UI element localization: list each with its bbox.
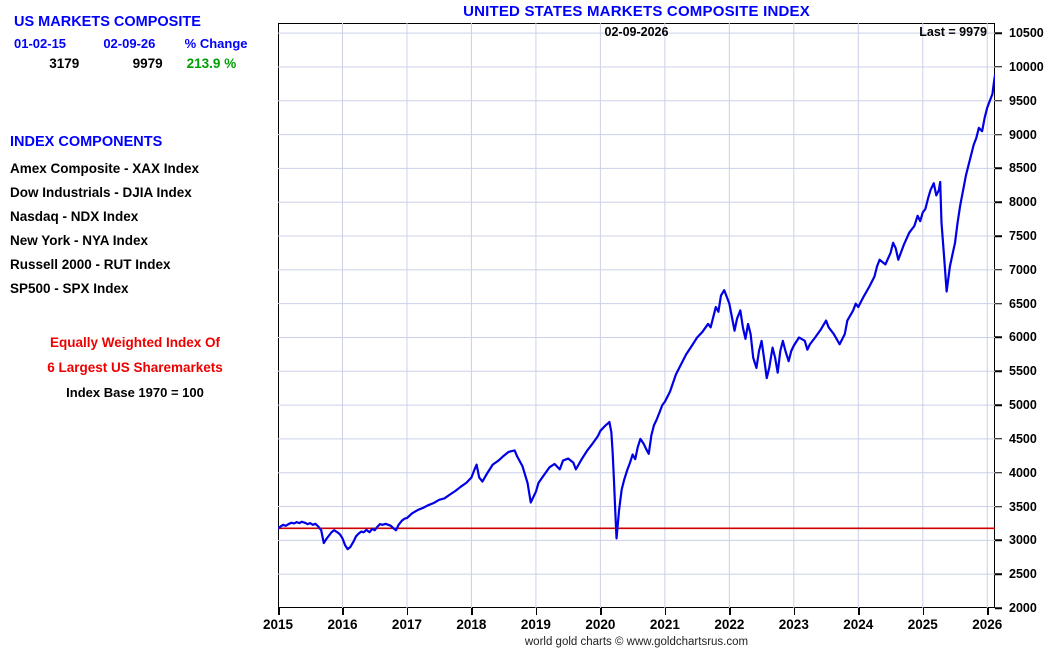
y-tick-label: 4500 (1009, 431, 1037, 446)
y-tick-mark (995, 269, 1002, 271)
y-tick-label: 3000 (1009, 533, 1037, 548)
summary-end-value: 9979 (132, 56, 163, 71)
note-line-1: Equally Weighted Index Of (49, 335, 221, 350)
x-tick-label: 2023 (778, 617, 809, 632)
x-tick-label: 2016 (327, 617, 358, 632)
x-tick-mark (922, 608, 925, 615)
y-tick-label: 10000 (1009, 59, 1044, 74)
y-tick-mark (995, 302, 1002, 305)
y-tick-mark (995, 167, 1002, 170)
summary-table: 01-02-15 02-09-26 % Change 3179 9979 213… (14, 36, 252, 71)
y-tick-mark (995, 201, 1002, 203)
x-tick-label: 2015 (262, 617, 294, 632)
chart-title: UNITED STATES MARKETS COMPOSITE INDEX (463, 3, 810, 20)
y-tick-label: 7000 (1009, 262, 1037, 277)
summary-title: US MARKETS COMPOSITE (14, 14, 201, 30)
note-line-3: Index Base 1970 = 100 (66, 385, 204, 400)
y-tick-mark (995, 66, 1002, 68)
x-tick-label: 2020 (585, 617, 616, 632)
summary-header-row: 01-02-15 02-09-26 % Change (14, 36, 252, 51)
x-tick-label: 2026 (972, 617, 1003, 632)
y-tick-mark (995, 404, 1002, 406)
index-note-block: Equally Weighted Index Of 6 Largest US S… (0, 330, 270, 405)
summary-col3-header: % Change (184, 36, 248, 51)
x-tick-mark (471, 608, 473, 615)
x-tick-mark (600, 608, 602, 615)
summary-col1-header: 01-02-15 (14, 36, 67, 51)
y-tick-mark (995, 235, 1002, 237)
y-tick-label: 4000 (1009, 465, 1037, 480)
index-components-title: INDEX COMPONENTS (10, 134, 163, 150)
x-tick-label: 2019 (520, 617, 551, 632)
y-tick-mark (995, 573, 1002, 575)
summary-value-row: 3179 9979 213.9 % (14, 51, 252, 71)
y-tick-mark (995, 539, 1002, 542)
x-tick-mark (535, 608, 538, 615)
y-tick-label: 2500 (1009, 567, 1037, 582)
y-tick-label: 9500 (1009, 93, 1037, 108)
plot-frame (278, 23, 995, 608)
y-tick-label: 8500 (1009, 161, 1037, 176)
x-tick-label: 2022 (714, 617, 745, 632)
list-item: SP500 - SPX Index (10, 281, 129, 296)
y-tick-mark (995, 370, 1002, 373)
x-tick-mark (342, 608, 344, 615)
y-tick-label: 2000 (1009, 601, 1037, 615)
y-tick-mark (995, 100, 1002, 102)
x-tick-label: 2024 (843, 617, 874, 632)
x-tick-mark (664, 608, 667, 615)
x-tick-mark (278, 608, 280, 615)
x-tick-mark (987, 608, 989, 615)
x-tick-mark (729, 608, 731, 615)
x-tick-label: 2018 (456, 617, 487, 632)
y-tick-label: 8000 (1009, 195, 1037, 210)
y-tick-mark (995, 607, 1002, 609)
y-tick-label: 6000 (1009, 330, 1037, 345)
index-components-block: INDEX COMPONENTS Amex Composite - XAX In… (10, 134, 199, 301)
y-tick-mark (995, 471, 1002, 474)
x-tick-mark (406, 608, 409, 615)
x-tick-label: 2025 (907, 617, 938, 632)
x-tick-label: 2017 (391, 617, 422, 632)
y-tick-label: 5500 (1009, 364, 1037, 379)
list-item: Amex Composite - XAX Index (10, 161, 200, 176)
y-axis: 10500 10000 9500 9000 8500 8000 7500 7000 6500 60… (995, 23, 1050, 615)
y-tick-mark (995, 336, 1002, 339)
x-tick-mark (793, 608, 796, 615)
note-line-2: 6 Largest US Sharemarkets (47, 360, 223, 375)
y-tick-label: 5000 (1009, 398, 1037, 413)
chart-plot-area: 02-09-2026 Last = 9979 (278, 23, 995, 608)
y-tick-label: 6500 (1009, 296, 1037, 311)
summary-block: US MARKETS COMPOSITE 01-02-15 02-09-26 %… (14, 14, 264, 71)
y-tick-label: 7500 (1009, 229, 1037, 244)
x-tick-mark (858, 608, 860, 615)
summary-col2-header: 02-09-26 (103, 36, 156, 51)
list-item: Nasdaq - NDX Index (10, 209, 139, 224)
price-line-chart (278, 23, 995, 608)
y-tick-label: 3500 (1009, 499, 1037, 514)
list-item: New York - NYA Index (10, 233, 149, 248)
y-tick-label: 9000 (1009, 127, 1037, 142)
summary-percent-change: 213.9 % (186, 56, 237, 71)
y-tick-mark (995, 505, 1002, 508)
y-tick-mark (995, 32, 1002, 34)
x-axis: 2015 2016 2017 2018 2019 2020 2021 2022 2023 2024… (263, 608, 1002, 638)
footer-credit: world gold charts © www.goldchartsrus.co… (524, 636, 749, 648)
info-sidebar: US MARKETS COMPOSITE 01-02-15 02-09-26 %… (0, 0, 270, 650)
y-tick-label: 10500 (1009, 26, 1044, 41)
list-item: Russell 2000 - RUT Index (10, 257, 171, 272)
list-item: Dow Industrials - DJIA Index (10, 185, 192, 200)
summary-start-value: 3179 (49, 56, 80, 71)
y-tick-mark (995, 438, 1002, 440)
x-tick-label: 2021 (649, 617, 680, 632)
y-tick-mark (995, 133, 1002, 136)
